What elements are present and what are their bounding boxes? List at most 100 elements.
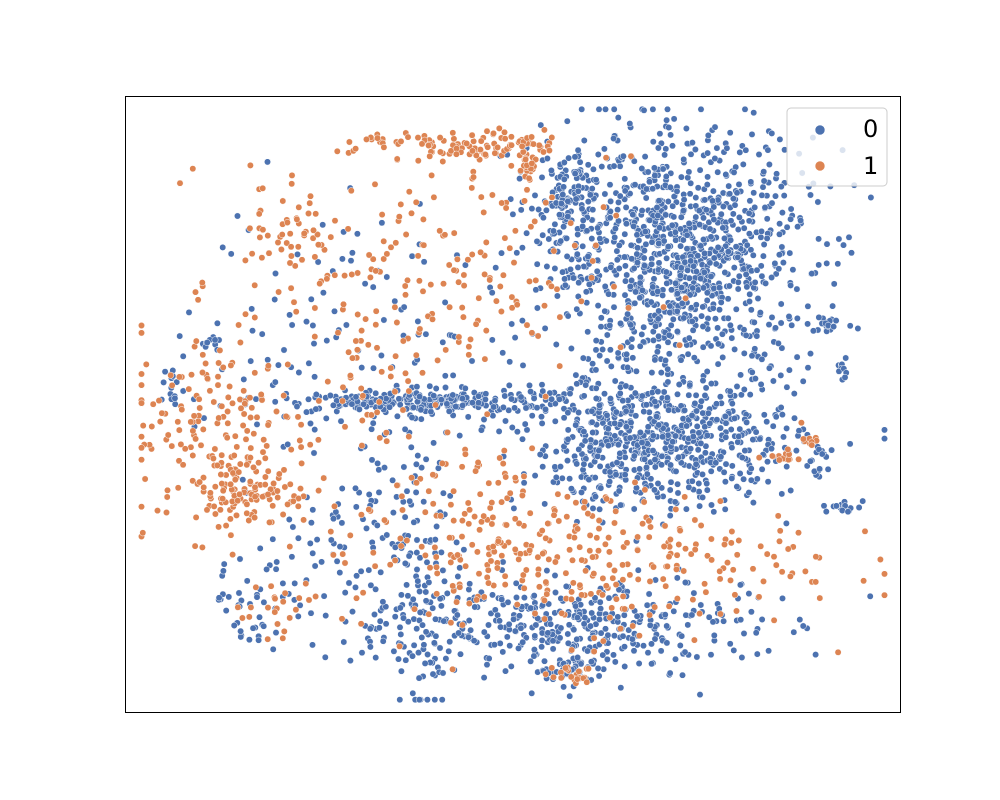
data-point-1 xyxy=(425,487,433,495)
data-point-0 xyxy=(734,278,742,286)
data-point-0 xyxy=(641,262,649,270)
data-point-1 xyxy=(571,242,579,250)
data-point-0 xyxy=(718,330,726,338)
data-point-0 xyxy=(307,609,315,617)
data-point-0 xyxy=(541,657,548,665)
data-point-0 xyxy=(713,144,721,152)
data-point-1 xyxy=(682,294,690,302)
data-point-0 xyxy=(649,185,657,193)
data-point-0 xyxy=(415,649,422,657)
data-point-0 xyxy=(701,449,709,457)
data-point-1 xyxy=(449,582,457,590)
data-point-1 xyxy=(774,512,782,520)
data-point-1 xyxy=(520,584,528,592)
data-point-0 xyxy=(658,452,666,460)
data-point-1 xyxy=(538,527,546,535)
data-point-0 xyxy=(373,521,381,529)
data-point-1 xyxy=(593,534,601,542)
data-point-1 xyxy=(206,387,214,395)
data-point-0 xyxy=(530,394,538,402)
data-point-1 xyxy=(139,422,147,430)
data-point-0 xyxy=(681,258,689,266)
data-point-1 xyxy=(465,351,473,359)
data-point-0 xyxy=(626,434,634,442)
data-point-0 xyxy=(692,194,700,202)
data-point-1 xyxy=(241,256,249,264)
data-point-1 xyxy=(770,616,778,624)
data-point-0 xyxy=(505,620,513,628)
data-point-1 xyxy=(523,321,531,329)
data-point-0 xyxy=(543,567,551,575)
data-point-0 xyxy=(829,302,837,310)
data-point-0 xyxy=(614,206,622,214)
data-point-0 xyxy=(240,375,248,383)
data-point-0 xyxy=(725,282,733,290)
data-point-1 xyxy=(511,227,519,235)
data-point-0 xyxy=(747,476,755,484)
data-point-0 xyxy=(592,395,600,402)
data-point-0 xyxy=(650,275,658,283)
data-point-1 xyxy=(578,556,586,564)
data-point-1 xyxy=(214,381,222,389)
data-point-0 xyxy=(604,442,612,450)
data-point-0 xyxy=(669,142,676,150)
data-point-0 xyxy=(289,523,297,531)
data-point-0 xyxy=(787,215,795,223)
data-point-1 xyxy=(219,363,227,371)
data-point-0 xyxy=(537,121,545,129)
data-point-1 xyxy=(246,161,254,169)
data-point-0 xyxy=(678,299,686,307)
data-point-1 xyxy=(881,591,888,599)
data-point-1 xyxy=(253,413,261,421)
data-point-1 xyxy=(210,502,218,510)
data-point-0 xyxy=(748,352,756,360)
data-point-1 xyxy=(345,348,353,356)
data-point-0 xyxy=(776,230,783,238)
data-point-1 xyxy=(218,480,226,488)
data-point-1 xyxy=(433,563,440,571)
data-point-1 xyxy=(501,581,509,589)
data-point-0 xyxy=(692,213,700,221)
data-point-1 xyxy=(495,124,503,132)
data-point-0 xyxy=(309,549,317,557)
data-point-1 xyxy=(460,271,468,279)
data-point-0 xyxy=(383,273,391,281)
data-point-0 xyxy=(710,203,718,211)
data-point-1 xyxy=(339,397,346,405)
data-point-0 xyxy=(621,187,629,195)
data-point-0 xyxy=(665,350,673,358)
scatter-points xyxy=(138,105,888,704)
data-point-0 xyxy=(595,447,603,455)
data-point-0 xyxy=(688,611,696,619)
data-point-0 xyxy=(818,450,826,458)
data-point-0 xyxy=(683,422,691,430)
data-point-0 xyxy=(665,406,673,414)
data-point-0 xyxy=(650,336,657,344)
data-point-1 xyxy=(222,522,230,530)
data-point-1 xyxy=(603,495,611,503)
data-point-0 xyxy=(596,401,603,409)
data-point-1 xyxy=(164,431,172,439)
data-point-1 xyxy=(662,582,670,590)
data-point-0 xyxy=(747,178,755,186)
data-point-1 xyxy=(175,426,183,434)
data-point-1 xyxy=(138,433,145,441)
data-point-0 xyxy=(746,391,754,399)
data-point-0 xyxy=(431,696,439,704)
data-point-0 xyxy=(719,224,727,232)
data-point-1 xyxy=(772,561,780,569)
data-point-0 xyxy=(881,435,888,443)
data-point-1 xyxy=(138,381,145,389)
data-point-1 xyxy=(626,571,634,579)
data-point-0 xyxy=(271,398,279,406)
data-point-1 xyxy=(199,351,207,359)
data-point-1 xyxy=(340,300,347,308)
data-point-0 xyxy=(269,645,277,653)
data-point-0 xyxy=(622,382,630,390)
data-point-1 xyxy=(570,534,578,542)
data-point-0 xyxy=(375,466,383,474)
data-point-0 xyxy=(410,404,418,411)
data-point-0 xyxy=(693,422,701,430)
data-point-0 xyxy=(485,621,492,629)
data-point-1 xyxy=(334,329,342,337)
